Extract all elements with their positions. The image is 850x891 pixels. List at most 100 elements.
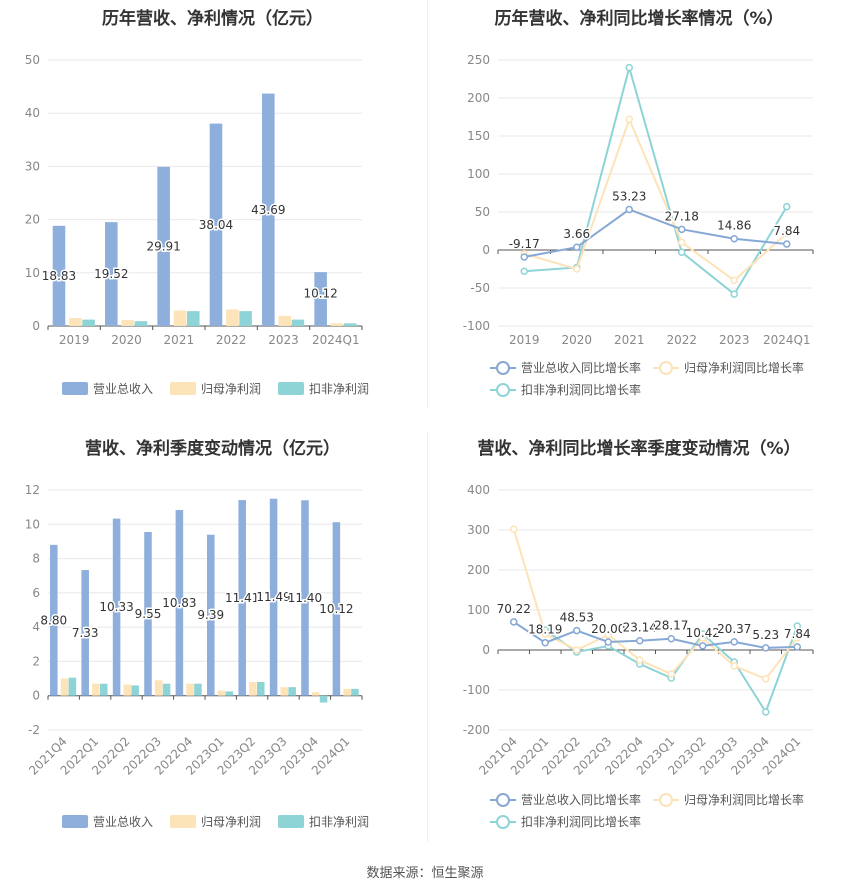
point-value-label: 23.14 xyxy=(623,621,657,635)
point-value-label: 28.17 xyxy=(654,619,688,633)
point-value-label: 48.53 xyxy=(560,611,594,625)
quarterly-revenue-profit-chart: 营收、净利季度变动情况（亿元） -2 0 2 4 6 8 10 12 2021Q4 2022Q1 2… xyxy=(0,428,425,848)
series-point-0 xyxy=(625,205,633,214)
bar-0 xyxy=(81,570,89,696)
series-point-1 xyxy=(667,670,675,678)
legend-label: 归母净利润同比增长率 xyxy=(684,792,804,807)
point-value-label: 20.37 xyxy=(717,622,751,636)
bar-1 xyxy=(173,310,187,326)
bar-value-label: 11.41 xyxy=(225,591,259,605)
annual-revenue-profit-chart: 历年营收、净利情况（亿元） 0 10 20 30 40 50 2019 2020 2021 202… xyxy=(0,0,425,410)
y-tick-label: -100 xyxy=(463,683,490,697)
series-point-1 xyxy=(573,265,581,273)
legend-label: 扣非净利润 xyxy=(309,382,369,396)
series-point-2 xyxy=(520,267,528,276)
bar-2 xyxy=(194,683,202,696)
point-value-label: 10.42 xyxy=(686,626,720,640)
bar-0 xyxy=(105,222,118,326)
legend-swatch xyxy=(170,382,196,395)
legend-swatch-marker xyxy=(496,361,510,375)
y-tick-label: 20 xyxy=(25,213,40,227)
y-tick-label: 250 xyxy=(467,53,490,67)
bar-1 xyxy=(278,315,292,326)
legend-swatch-marker xyxy=(659,361,673,375)
bar-value-label: 9.55 xyxy=(135,607,162,621)
series-point-0 xyxy=(783,240,791,248)
legend-swatch xyxy=(170,815,196,828)
series-point-0 xyxy=(636,636,644,645)
bar-0 xyxy=(301,500,309,696)
y-tick-label: 400 xyxy=(467,483,490,497)
legend-swatch-marker xyxy=(496,383,510,397)
annual-growth-rate-chart: 历年营收、净利同比增长率情况（%） -100 -50 0 50 100 150 200 250… xyxy=(428,0,850,410)
bar-value-label: 38.04 xyxy=(199,218,233,232)
y-tick-label: 0 xyxy=(32,689,40,703)
bar-value-label: 10.33 xyxy=(99,600,133,614)
bar-2 xyxy=(319,695,328,703)
series-point-0 xyxy=(604,638,612,646)
bar-2 xyxy=(288,687,296,696)
series-point-1 xyxy=(510,525,518,533)
y-tick-label: -2 xyxy=(28,723,40,737)
legend-label: 营业总收入 xyxy=(93,815,153,829)
series-point-2 xyxy=(783,202,791,211)
bar-0 xyxy=(207,534,215,696)
y-tick-label: 150 xyxy=(467,129,490,143)
y-tick-label: 100 xyxy=(467,167,490,181)
y-tick-label: 30 xyxy=(25,159,40,173)
series-point-0 xyxy=(730,234,738,243)
series-point-0 xyxy=(520,253,528,261)
bar-value-label: 43.69 xyxy=(251,203,285,217)
series-point-1 xyxy=(604,631,612,639)
y-tick-label: 10 xyxy=(25,517,40,531)
bar-1 xyxy=(330,323,344,326)
legend-label: 归母净利润同比增长率 xyxy=(684,360,804,375)
bar-2 xyxy=(68,677,77,696)
data-source-note: 数据来源：恒生聚源 xyxy=(366,866,484,881)
series-point-1 xyxy=(783,229,791,238)
bar-0 xyxy=(269,498,278,696)
y-tick-label: 100 xyxy=(467,603,490,617)
point-value-label: 7.84 xyxy=(773,224,800,238)
chart-svg: -200-10001002003004002021Q42022Q12022Q22… xyxy=(463,483,814,829)
bar-value-label: 10.83 xyxy=(162,596,196,610)
legend-label: 扣非净利润同比增长率 xyxy=(521,814,641,829)
bar-value-label: 11.40 xyxy=(288,591,322,605)
bar-value-label: 19.52 xyxy=(94,267,128,281)
legend-swatch xyxy=(62,382,88,395)
bar-0 xyxy=(50,544,58,696)
legend-label: 营业总收入 xyxy=(93,382,153,396)
chart-svg: -100 -50 0 50 100 150 200 250 2019 2020 2021 2022 20… xyxy=(463,53,814,397)
chart-svg: 0 10 20 30 40 50 2019 2020 2021 2022 2023 2024Q1 18.… xyxy=(25,53,369,396)
point-value-label: 14.86 xyxy=(717,219,751,233)
series-point-1 xyxy=(573,646,581,654)
chart-svg: -20246810122021Q42022Q12022Q22022Q32022Q… xyxy=(25,483,369,829)
bar-0 xyxy=(238,500,246,696)
bar-2 xyxy=(162,683,171,696)
point-value-label: 27.18 xyxy=(665,209,699,223)
y-tick-label: 0 xyxy=(32,319,40,333)
bar-2 xyxy=(99,683,108,696)
series-line-1 xyxy=(523,116,788,282)
bar-1 xyxy=(186,683,194,696)
chart-title: 历年营收、净利情况（亿元） xyxy=(102,9,323,29)
y-tick-label: 0 xyxy=(482,643,490,657)
legend-label: 归母净利润 xyxy=(201,382,261,396)
series-point-2 xyxy=(762,708,770,716)
y-tick-label: 200 xyxy=(467,91,490,105)
legend-swatch xyxy=(278,382,304,395)
series-point-0 xyxy=(667,634,675,643)
series-point-2 xyxy=(625,63,633,72)
series-line-2 xyxy=(524,63,788,296)
y-tick-label: 8 xyxy=(32,552,40,566)
y-tick-label: 4 xyxy=(32,620,40,634)
y-tick-label: 300 xyxy=(467,523,490,537)
y-tick-label: 50 xyxy=(475,205,490,219)
bar-2 xyxy=(343,323,357,326)
series-point-1 xyxy=(636,656,644,664)
bar-1 xyxy=(154,680,163,696)
point-value-label: 18.19 xyxy=(528,623,562,637)
y-tick-label: 6 xyxy=(32,586,40,600)
y-tick-label: 12 xyxy=(25,483,40,497)
legend-label: 扣非净利润 xyxy=(309,815,369,829)
